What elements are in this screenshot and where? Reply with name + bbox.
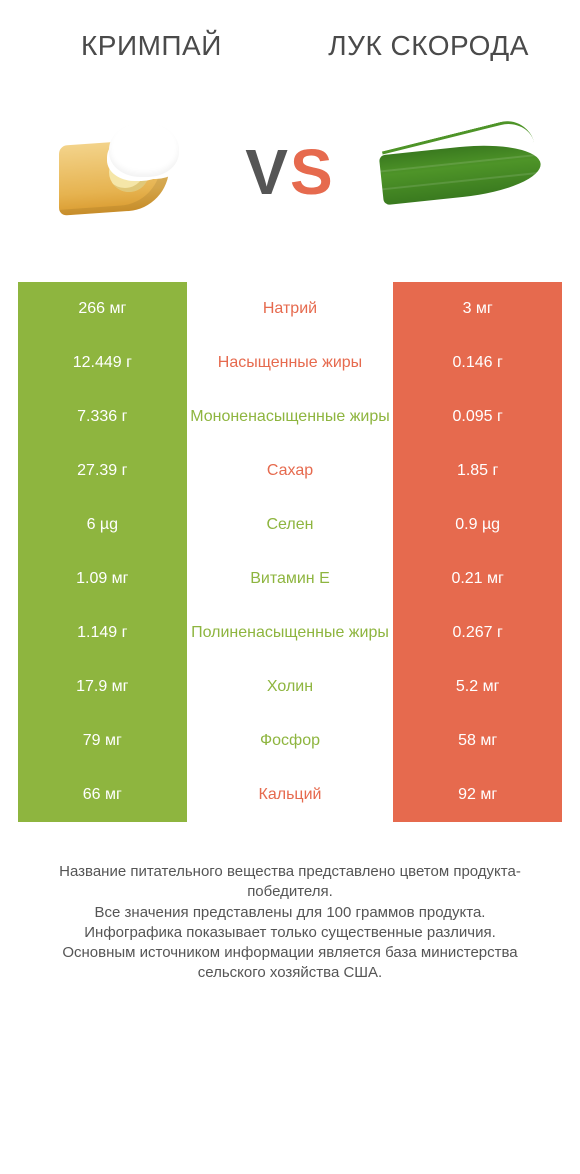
chives-icon <box>381 127 541 217</box>
nutrient-label: Фосфор <box>187 714 394 768</box>
right-value: 0.9 µg <box>393 498 562 552</box>
table-row: 27.39 гСахар1.85 г <box>18 444 562 498</box>
footer-line: Инфографика показывает только существенн… <box>28 923 552 943</box>
right-value: 58 мг <box>393 714 562 768</box>
footer-line: Название питательного вещества представл… <box>28 862 552 903</box>
left-value: 7.336 г <box>18 390 187 444</box>
left-value: 266 мг <box>18 282 187 336</box>
nutrient-label: Насыщенные жиры <box>187 336 394 390</box>
nutrient-label: Натрий <box>187 282 394 336</box>
right-value: 1.85 г <box>393 444 562 498</box>
table-row: 7.336 гМононенасыщенные жиры0.095 г <box>18 390 562 444</box>
right-value: 0.095 г <box>393 390 562 444</box>
table-row: 12.449 гНасыщенные жиры0.146 г <box>18 336 562 390</box>
nutrient-label: Полиненасыщенные жиры <box>187 606 394 660</box>
right-product-image <box>381 127 542 217</box>
footer-line: Основным источником информации является … <box>28 943 552 984</box>
nutrient-label: Холин <box>187 660 394 714</box>
right-value: 0.146 г <box>393 336 562 390</box>
table-row: 266 мгНатрий3 мг <box>18 282 562 336</box>
vs-v: V <box>245 135 290 209</box>
left-value: 6 µg <box>18 498 187 552</box>
table-row: 17.9 мгХолин5.2 мг <box>18 660 562 714</box>
right-value: 5.2 мг <box>393 660 562 714</box>
table-row: 1.09 мгВитамин E0.21 мг <box>18 552 562 606</box>
image-row: VS <box>18 82 562 282</box>
right-value: 0.21 мг <box>393 552 562 606</box>
left-value: 1.09 мг <box>18 552 187 606</box>
nutrient-label: Сахар <box>187 444 394 498</box>
left-value: 79 мг <box>18 714 187 768</box>
left-value: 12.449 г <box>18 336 187 390</box>
left-value: 1.149 г <box>18 606 187 660</box>
left-product-image <box>38 122 199 222</box>
comparison-table: 266 мгНатрий3 мг12.449 гНасыщенные жиры0… <box>18 282 562 822</box>
left-value: 66 мг <box>18 768 187 822</box>
right-value: 0.267 г <box>393 606 562 660</box>
left-value: 17.9 мг <box>18 660 187 714</box>
nutrient-label: Витамин E <box>187 552 394 606</box>
footer-notes: Название питательного вещества представл… <box>18 822 562 984</box>
cream-pie-icon <box>49 122 189 222</box>
title-row: КРИМПАЙ ЛУК СКОРОДА <box>18 20 562 82</box>
nutrient-label: Мононенасыщенные жиры <box>187 390 394 444</box>
right-product-title: ЛУК СКОРОДА <box>315 30 542 62</box>
left-value: 27.39 г <box>18 444 187 498</box>
table-row: 6 µgСелен0.9 µg <box>18 498 562 552</box>
right-value: 92 мг <box>393 768 562 822</box>
nutrient-label: Селен <box>187 498 394 552</box>
right-value: 3 мг <box>393 282 562 336</box>
vs-s: S <box>290 135 335 209</box>
footer-line: Все значения представлены для 100 граммо… <box>28 903 552 923</box>
left-product-title: КРИМПАЙ <box>38 30 265 62</box>
table-row: 79 мгФосфор58 мг <box>18 714 562 768</box>
table-row: 1.149 гПолиненасыщенные жиры0.267 г <box>18 606 562 660</box>
infographic: КРИМПАЙ ЛУК СКОРОДА VS 266 мгНатрий3 мг1… <box>0 0 580 1174</box>
nutrient-label: Кальций <box>187 768 394 822</box>
vs-label: VS <box>209 135 370 209</box>
table-row: 66 мгКальций92 мг <box>18 768 562 822</box>
